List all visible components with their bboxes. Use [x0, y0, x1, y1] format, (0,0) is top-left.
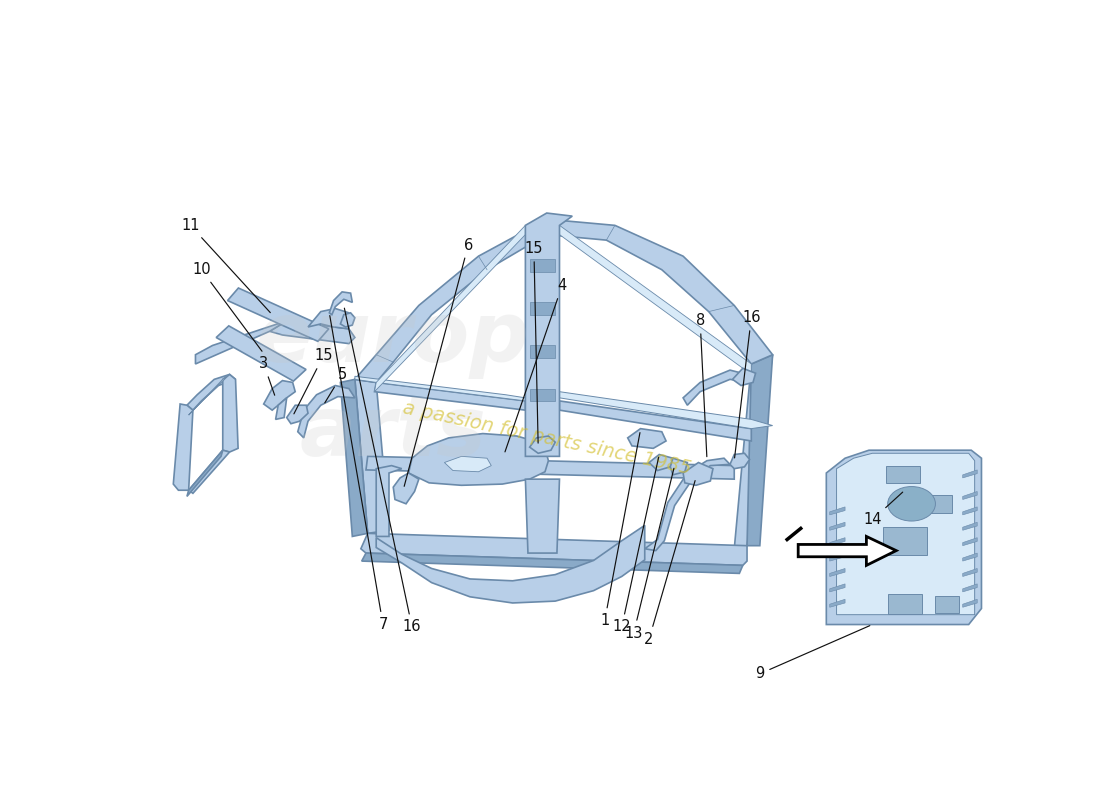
Polygon shape	[829, 538, 845, 546]
Polygon shape	[730, 454, 749, 469]
Text: 2: 2	[645, 481, 695, 647]
Polygon shape	[189, 374, 230, 415]
Polygon shape	[886, 466, 920, 483]
Text: 10: 10	[192, 262, 262, 351]
Polygon shape	[530, 259, 556, 271]
Text: 1: 1	[600, 433, 640, 628]
Polygon shape	[829, 569, 845, 577]
Polygon shape	[799, 537, 896, 566]
Text: 15: 15	[294, 349, 332, 414]
Polygon shape	[287, 406, 308, 424]
Text: 8: 8	[695, 314, 707, 457]
Polygon shape	[649, 454, 673, 470]
Polygon shape	[829, 522, 845, 530]
Polygon shape	[922, 494, 953, 513]
Polygon shape	[747, 354, 772, 546]
Text: 5: 5	[324, 367, 346, 403]
Polygon shape	[298, 386, 355, 438]
Polygon shape	[340, 379, 367, 537]
Polygon shape	[829, 584, 845, 592]
Polygon shape	[187, 450, 222, 496]
Polygon shape	[526, 479, 560, 553]
Polygon shape	[355, 379, 389, 534]
Polygon shape	[962, 584, 977, 592]
Polygon shape	[174, 404, 192, 490]
Text: 11: 11	[182, 218, 271, 313]
Polygon shape	[264, 381, 295, 410]
Text: 16: 16	[735, 310, 760, 458]
Polygon shape	[376, 466, 402, 537]
Polygon shape	[560, 392, 772, 429]
Polygon shape	[962, 507, 977, 515]
Polygon shape	[270, 321, 355, 344]
Circle shape	[888, 486, 935, 521]
Polygon shape	[962, 569, 977, 577]
Text: 7: 7	[330, 315, 387, 632]
Polygon shape	[376, 526, 645, 603]
Polygon shape	[829, 599, 845, 607]
Polygon shape	[394, 473, 419, 504]
Polygon shape	[735, 354, 772, 549]
Polygon shape	[276, 398, 287, 419]
Polygon shape	[530, 346, 556, 358]
Polygon shape	[196, 321, 287, 364]
Text: 3: 3	[260, 357, 275, 395]
Text: a passion for parts since 1985: a passion for parts since 1985	[400, 398, 693, 478]
Text: europ
arts: europ arts	[256, 298, 530, 473]
Polygon shape	[340, 313, 355, 327]
Polygon shape	[962, 491, 977, 499]
Polygon shape	[733, 368, 756, 386]
Polygon shape	[888, 594, 922, 614]
Text: 13: 13	[625, 468, 674, 641]
Polygon shape	[530, 436, 556, 454]
Polygon shape	[683, 462, 713, 486]
Polygon shape	[826, 450, 981, 625]
Polygon shape	[530, 389, 556, 401]
Polygon shape	[645, 458, 730, 550]
Polygon shape	[935, 595, 959, 613]
Polygon shape	[444, 456, 492, 472]
Polygon shape	[355, 376, 526, 401]
Polygon shape	[374, 226, 526, 392]
Text: 6: 6	[404, 238, 473, 486]
Polygon shape	[374, 382, 526, 410]
Text: 15: 15	[525, 242, 543, 443]
Polygon shape	[683, 370, 749, 406]
Polygon shape	[408, 434, 549, 486]
Polygon shape	[228, 288, 329, 342]
Polygon shape	[829, 507, 845, 515]
Polygon shape	[560, 226, 751, 374]
Polygon shape	[962, 553, 977, 561]
Polygon shape	[962, 470, 977, 478]
Text: 12: 12	[613, 458, 659, 634]
Polygon shape	[560, 401, 751, 441]
Polygon shape	[962, 599, 977, 607]
Polygon shape	[962, 538, 977, 546]
Polygon shape	[222, 374, 238, 452]
Polygon shape	[308, 309, 349, 329]
Polygon shape	[187, 374, 235, 410]
Polygon shape	[366, 456, 735, 479]
Polygon shape	[530, 302, 556, 314]
Polygon shape	[670, 458, 688, 475]
Polygon shape	[526, 213, 572, 456]
Polygon shape	[217, 326, 306, 381]
Polygon shape	[361, 534, 747, 566]
Polygon shape	[836, 454, 975, 614]
Polygon shape	[882, 527, 927, 554]
Polygon shape	[829, 553, 845, 561]
Polygon shape	[628, 429, 666, 448]
Polygon shape	[355, 219, 772, 382]
Text: 4: 4	[505, 278, 566, 452]
Text: 14: 14	[864, 492, 903, 527]
Polygon shape	[189, 450, 230, 494]
Polygon shape	[962, 522, 977, 530]
Text: 9: 9	[756, 626, 870, 682]
Text: 16: 16	[344, 308, 421, 634]
Polygon shape	[362, 553, 742, 574]
Polygon shape	[329, 292, 352, 314]
